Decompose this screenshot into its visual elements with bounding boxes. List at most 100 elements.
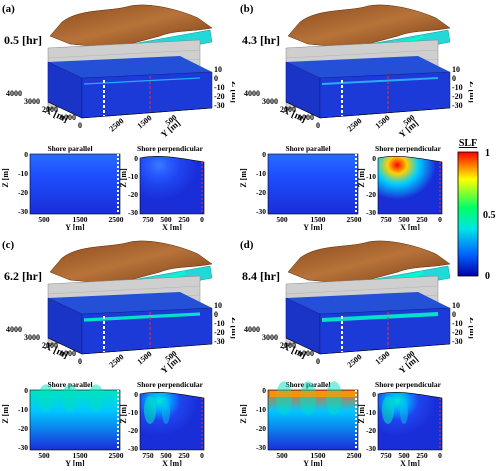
parallel-z-tick: -10	[256, 405, 266, 414]
x3d-tick: 1000	[60, 113, 76, 122]
y3d-axis-label: Y [m]	[159, 118, 182, 140]
z-tick: 10	[452, 65, 460, 74]
z-tick: -20	[214, 92, 225, 101]
time-label: 8.4 [hr]	[242, 269, 280, 283]
parallel-z-label: Z [m]	[1, 404, 10, 424]
perp-x-tick: 500	[160, 451, 172, 460]
perp-x-tick: 0	[200, 451, 204, 460]
y3d-axis-label: Y [m]	[397, 118, 420, 140]
perp-x-tick: 250	[178, 451, 190, 460]
x3d-tick: 0	[316, 357, 320, 366]
z-tick: -30	[214, 337, 225, 346]
perp-x-tick: 250	[416, 215, 428, 224]
y3d-tick: 1500	[374, 113, 392, 130]
parallel-y-tick: 500	[276, 215, 288, 224]
perp-x-label: X [m]	[162, 459, 182, 466]
parallel-z-tick: -10	[18, 405, 28, 414]
perp-z-label: Z [m]	[119, 168, 128, 188]
perp-z-tick: 0	[134, 154, 138, 163]
shore-perpendicular-title: Shore perpendicular	[137, 380, 204, 389]
perp-z-tick: -30	[128, 444, 138, 453]
shore-perpendicular-field	[139, 156, 205, 215]
perp-x-tick: 750	[142, 215, 154, 224]
parallel-z-label: Z [m]	[239, 404, 248, 424]
y3d-tick: 2500	[108, 352, 126, 369]
z-tick: -30	[452, 337, 463, 346]
colorbar-tick-max: 1	[485, 148, 490, 159]
panel-a: (a)0.5 [hr]100-10-20-30Z [m]400030002000…	[0, 0, 240, 232]
panel-d: (d)8.4 [hr]100-10-20-30Z [m]400030002000…	[238, 236, 478, 468]
parallel-z-tick: 0	[24, 150, 28, 159]
perp-z-tick: 0	[372, 390, 376, 399]
y3d-tick: 2500	[346, 352, 364, 369]
perp-z-tick: 0	[134, 390, 138, 399]
shore-perpendicular-title: Shore perpendicular	[375, 144, 442, 153]
perp-x-label: X [m]	[400, 459, 420, 466]
z-tick: -30	[452, 101, 463, 110]
parallel-y-tick: 2500	[109, 451, 124, 460]
panel-c: (c)6.2 [hr]100-10-20-30Z [m]400030002000…	[0, 236, 240, 468]
parallel-z-tick: -30	[256, 207, 266, 216]
parallel-y-tick: 2500	[109, 215, 124, 224]
z-axis-label: Z [m]	[230, 317, 235, 339]
parallel-y-label: Y [m]	[65, 459, 85, 466]
y3d-axis-label: Y [m]	[159, 354, 182, 376]
perp-x-label: X [m]	[400, 223, 420, 230]
z-tick: 0	[452, 74, 456, 83]
domain-3d-block	[47, 240, 213, 355]
parallel-z-tick: -10	[256, 169, 266, 178]
domain-3d-block	[285, 240, 451, 355]
z-axis-label: Z [m]	[468, 81, 473, 103]
z-tick: -10	[214, 319, 225, 328]
z-axis-label: Z [m]	[468, 317, 473, 339]
perp-z-tick: -20	[366, 190, 376, 199]
x3d-tick: 2000	[42, 105, 58, 114]
perp-z-label: Z [m]	[119, 404, 128, 424]
x3d-tick: 3000	[262, 97, 278, 106]
slf-colorbar: SLF 1 0.5 0	[452, 138, 500, 288]
perp-z-tick: -20	[128, 190, 138, 199]
perp-z-label: Z [m]	[357, 168, 366, 188]
parallel-z-tick: 0	[262, 150, 266, 159]
perp-z-tick: -10	[128, 172, 138, 181]
parallel-y-tick: 1500	[73, 215, 88, 224]
shore-parallel-field	[29, 153, 121, 215]
y3d-tick: 2500	[346, 116, 364, 133]
perp-x-tick: 0	[200, 215, 204, 224]
x3d-tick: 1000	[298, 349, 314, 358]
perp-x-tick: 500	[398, 451, 410, 460]
z-tick: 10	[214, 65, 222, 74]
x3d-tick: 0	[78, 357, 82, 366]
x3d-tick: 2000	[42, 341, 58, 350]
panel-label: (d)	[240, 239, 254, 251]
perp-x-tick: 0	[438, 215, 442, 224]
z-tick: -20	[214, 328, 225, 337]
perp-x-tick: 250	[416, 451, 428, 460]
x3d-tick: 2000	[280, 341, 296, 350]
panel-label: (c)	[2, 239, 15, 251]
x3d-tick: 4000	[6, 89, 22, 98]
parallel-z-tick: -20	[256, 188, 266, 197]
time-label: 0.5 [hr]	[4, 33, 42, 47]
x3d-tick: 2000	[280, 105, 296, 114]
perp-z-tick: -10	[128, 408, 138, 417]
shore-perpendicular-title: Shore perpendicular	[375, 380, 442, 389]
y3d-tick: 1500	[136, 349, 154, 366]
perp-x-tick: 0	[438, 451, 442, 460]
shore-parallel-title: Shore parallel	[285, 144, 330, 153]
perp-x-tick: 250	[178, 215, 190, 224]
domain-3d-block	[47, 4, 213, 119]
parallel-y-tick: 1500	[73, 451, 88, 460]
x3d-tick: 4000	[244, 89, 260, 98]
shore-perpendicular-title: Shore perpendicular	[137, 144, 204, 153]
z-tick: -20	[452, 328, 463, 337]
y3d-tick: 1500	[374, 349, 392, 366]
x3d-tick: 0	[78, 121, 82, 130]
colorbar-tick-min: 0	[485, 271, 490, 282]
